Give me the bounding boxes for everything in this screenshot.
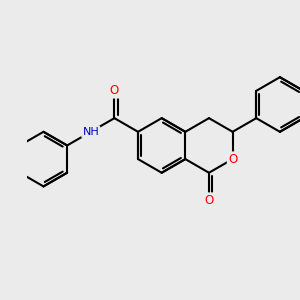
Text: NH: NH bbox=[82, 127, 99, 137]
Text: O: O bbox=[110, 84, 119, 98]
Text: O: O bbox=[204, 194, 214, 206]
Text: O: O bbox=[228, 153, 237, 166]
